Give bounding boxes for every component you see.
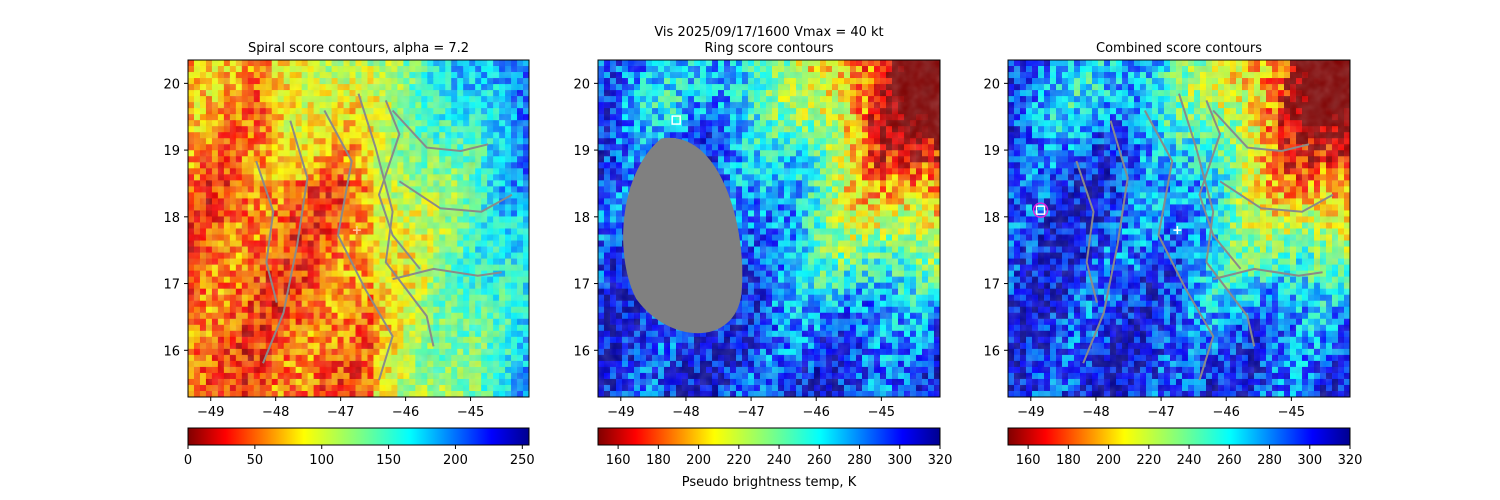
- y-tick-label: 17: [163, 278, 180, 293]
- score-contour: [262, 120, 309, 364]
- panel-2: Ring score contours−49 −48 −47 −46 −45161718…: [573, 41, 952, 490]
- colorbar-tick-label: 100: [309, 453, 334, 468]
- x-tick-label: −47: [327, 405, 354, 420]
- center-plus-marker: [352, 226, 361, 235]
- score-contour: [377, 100, 421, 270]
- score-contour: [398, 180, 513, 213]
- colorbar-tick-label: 50: [247, 453, 264, 468]
- axes-frame: [187, 59, 530, 398]
- y-tick-label: 16: [163, 344, 180, 359]
- score-contour: [255, 160, 278, 303]
- colorbar: [187, 427, 530, 446]
- x-tick-label: −46: [392, 405, 419, 420]
- score-contour: [392, 267, 502, 281]
- panel-1: Spiral score contours, alpha = 7.2 −49 −48…: [163, 41, 534, 468]
- x-tick-label: −48: [262, 405, 289, 420]
- x-tick-label: −49: [197, 405, 224, 420]
- score-contour: [391, 109, 489, 153]
- y-tick-label: 18: [163, 211, 180, 226]
- figure-suptitle: Vis 2025/09/17/1600 Vmax = 40 kt: [654, 25, 883, 40]
- y-tick-label: 20: [163, 77, 180, 92]
- colorbar-tick-label: 250: [510, 453, 535, 468]
- score-contour: [323, 110, 394, 381]
- heatmap: [188, 60, 529, 397]
- panel-title: Ring score contours: [704, 41, 833, 56]
- colorbar-tick-label: 0: [184, 453, 192, 468]
- colorbar-tick-label: 200: [443, 453, 468, 468]
- x-tick-label: −45: [457, 405, 484, 420]
- panel-title: Spiral score contours, alpha = 7.2: [248, 41, 469, 56]
- texture-overlay: [188, 60, 529, 397]
- score-contour: [357, 93, 435, 347]
- y-tick-label: 19: [163, 144, 180, 159]
- colorbar-tick-label: 150: [376, 453, 401, 468]
